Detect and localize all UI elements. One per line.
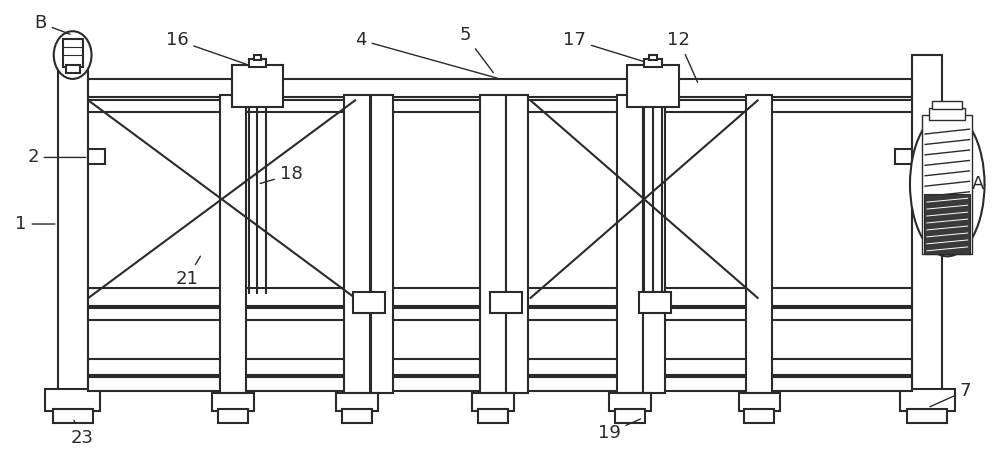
Bar bbox=[342, 409, 372, 423]
Text: 23: 23 bbox=[71, 420, 94, 447]
Bar bbox=[900, 389, 955, 411]
Bar bbox=[220, 95, 246, 393]
Bar bbox=[344, 95, 370, 393]
Bar bbox=[88, 359, 912, 375]
Bar bbox=[490, 291, 522, 313]
Ellipse shape bbox=[54, 31, 92, 79]
Bar bbox=[922, 115, 972, 254]
Text: 1: 1 bbox=[15, 215, 55, 233]
Text: 19: 19 bbox=[598, 419, 641, 442]
Bar bbox=[746, 95, 772, 393]
Bar bbox=[649, 55, 657, 60]
Bar bbox=[88, 288, 912, 306]
Text: 5: 5 bbox=[459, 26, 493, 73]
Bar bbox=[615, 409, 645, 423]
Text: 16: 16 bbox=[166, 31, 246, 64]
Text: 4: 4 bbox=[355, 31, 497, 78]
Bar bbox=[639, 291, 671, 313]
Bar bbox=[895, 149, 912, 164]
Bar bbox=[478, 409, 508, 423]
Bar bbox=[66, 65, 80, 73]
Bar bbox=[336, 393, 378, 411]
Bar bbox=[232, 65, 283, 107]
Bar bbox=[254, 55, 261, 60]
Bar bbox=[644, 59, 662, 67]
Bar bbox=[924, 194, 970, 254]
Bar bbox=[472, 393, 514, 411]
Bar bbox=[929, 108, 965, 120]
Bar bbox=[932, 101, 962, 109]
Text: 6: 6 bbox=[943, 215, 971, 233]
Bar bbox=[643, 95, 665, 393]
Bar bbox=[609, 393, 651, 411]
Bar bbox=[212, 393, 254, 411]
Text: 21: 21 bbox=[175, 256, 200, 288]
Bar bbox=[88, 100, 912, 112]
Bar bbox=[506, 95, 528, 393]
Text: B: B bbox=[35, 14, 70, 34]
Bar bbox=[88, 377, 912, 391]
Bar bbox=[480, 95, 506, 393]
Bar bbox=[907, 409, 947, 423]
Text: 2: 2 bbox=[27, 148, 86, 167]
Text: A: A bbox=[972, 175, 984, 193]
Bar bbox=[45, 389, 100, 411]
Bar bbox=[63, 39, 83, 67]
Text: 18: 18 bbox=[260, 165, 303, 183]
Bar bbox=[739, 393, 780, 411]
Bar bbox=[58, 55, 88, 393]
Bar bbox=[627, 65, 679, 107]
Text: 7: 7 bbox=[930, 382, 971, 407]
Bar bbox=[249, 59, 266, 67]
Bar bbox=[88, 79, 912, 97]
Bar bbox=[53, 409, 93, 423]
Bar bbox=[371, 95, 393, 393]
Bar bbox=[88, 309, 912, 321]
Bar bbox=[744, 409, 774, 423]
Text: 12: 12 bbox=[667, 31, 698, 82]
Text: 17: 17 bbox=[563, 31, 652, 64]
Bar bbox=[353, 291, 385, 313]
Bar bbox=[617, 95, 643, 393]
Bar bbox=[88, 149, 105, 164]
Ellipse shape bbox=[910, 112, 985, 257]
Bar bbox=[218, 409, 248, 423]
Bar bbox=[912, 55, 942, 393]
